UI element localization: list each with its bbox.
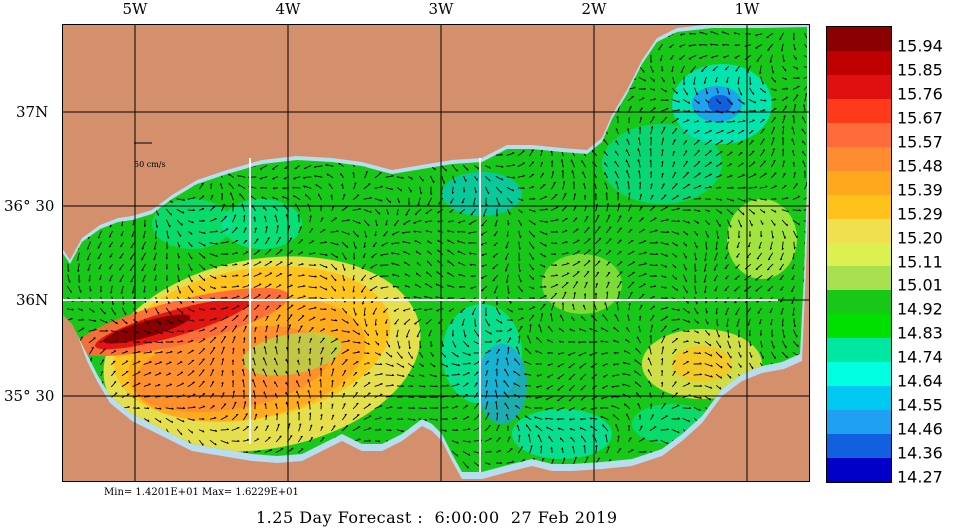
legend-label: 15.76: [897, 84, 943, 104]
legend-swatch: [827, 458, 891, 483]
legend-label: 15.48: [897, 156, 943, 176]
legend-label: 15.39: [897, 180, 943, 200]
legend-label: 14.83: [897, 323, 943, 343]
legend-swatch: [827, 98, 891, 124]
legend-swatch: [827, 242, 891, 267]
legend-swatch: [827, 170, 891, 196]
section-lines: [62, 158, 778, 472]
temperature-field: [75, 64, 797, 459]
legend-label: 14.27: [897, 467, 943, 487]
forecast-caption: 1.25 Day Forecast : 6:00:00 27 Feb 2019: [256, 508, 618, 527]
legend-label: 15.67: [897, 108, 943, 128]
legend-swatch: [827, 194, 891, 220]
legend-label: 14.74: [897, 347, 943, 367]
lon-label-4w: 4W: [275, 0, 301, 18]
legend-label: 15.11: [897, 252, 943, 272]
lat-label-36n: 36N: [16, 291, 49, 309]
legend-swatch: [827, 410, 891, 435]
lat-label-36-30: 36° 30: [4, 197, 55, 215]
legend-swatch: [827, 27, 891, 52]
legend-swatch: [827, 122, 891, 148]
sea-temperature-map: [62, 24, 810, 482]
legend-swatch: [827, 314, 891, 339]
lon-label-1w: 1W: [734, 0, 760, 18]
legend-swatch: [827, 434, 891, 459]
legend-label: 15.85: [897, 60, 943, 80]
legend-label: 14.55: [897, 395, 943, 415]
legend-swatch: [827, 362, 891, 387]
color-legend: [826, 26, 892, 483]
map-frame: [62, 24, 810, 482]
legend-label: 14.36: [897, 443, 943, 463]
legend-swatch: [827, 218, 891, 244]
lon-label-5w: 5W: [122, 0, 148, 18]
lat-label-37n: 37N: [16, 103, 49, 121]
legend-swatch: [827, 338, 891, 363]
legend-label: 15.20: [897, 228, 943, 248]
legend-label: 14.64: [897, 371, 943, 391]
legend-swatch: [827, 74, 891, 100]
lon-label-2w: 2W: [581, 0, 607, 18]
legend-label: 15.01: [897, 275, 943, 295]
min-max-text: Min= 1.4201E+01 Max= 1.6229E+01: [104, 487, 299, 498]
legend-label: 15.94: [897, 36, 943, 56]
lat-label-35-30: 35° 30: [4, 387, 55, 405]
legend-label: 15.29: [897, 204, 943, 224]
legend-swatch: [827, 266, 891, 291]
legend-swatch: [827, 290, 891, 315]
legend-label: 14.46: [897, 419, 943, 439]
legend-swatch: [827, 386, 891, 411]
legend-swatch: [827, 50, 891, 76]
scale-label: 50 cm/s: [134, 160, 166, 169]
legend-swatch: [827, 146, 891, 172]
legend-label: 14.92: [897, 299, 943, 319]
lon-label-3w: 3W: [428, 0, 454, 18]
legend-label: 15.57: [897, 132, 943, 152]
